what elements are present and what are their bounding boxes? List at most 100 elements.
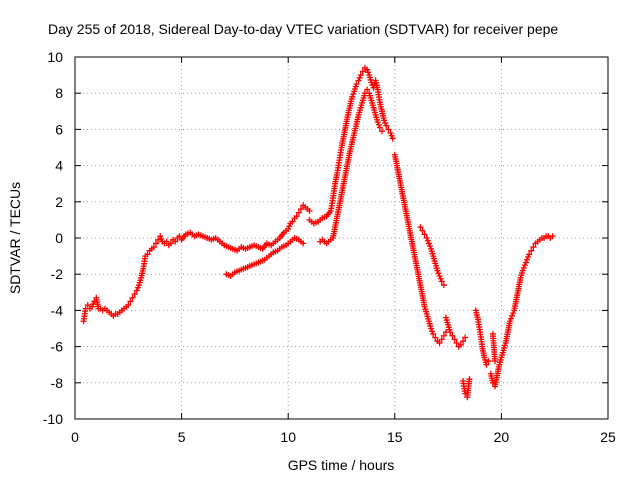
y-tick-label: -10 bbox=[43, 411, 63, 427]
data-point-marker bbox=[436, 339, 443, 346]
data-point-marker bbox=[437, 275, 444, 282]
data-point-marker bbox=[364, 86, 371, 93]
data-point-marker bbox=[451, 336, 458, 343]
data-point-marker bbox=[157, 233, 164, 240]
plot-frame bbox=[74, 56, 609, 420]
data-point-marker bbox=[306, 207, 313, 214]
data-point-marker bbox=[300, 240, 307, 247]
data-point-marker bbox=[163, 238, 170, 245]
data-point-marker bbox=[172, 238, 179, 245]
data-point-marker bbox=[432, 334, 439, 341]
data-point-marker bbox=[89, 303, 96, 310]
data-point-marker bbox=[447, 329, 454, 336]
data-point-marker bbox=[453, 339, 460, 346]
y-tick-label: 6 bbox=[55, 121, 63, 137]
data-point-marker bbox=[285, 225, 292, 232]
data-point-marker bbox=[381, 117, 388, 124]
data-point-marker bbox=[356, 74, 363, 81]
data-point-marker bbox=[526, 251, 533, 258]
data-point-marker bbox=[483, 361, 490, 368]
data-point-marker bbox=[134, 284, 141, 291]
data-point-marker bbox=[385, 126, 392, 133]
data-point-marker bbox=[150, 244, 157, 251]
data-point-marker bbox=[438, 278, 445, 285]
data-point-marker bbox=[530, 244, 537, 251]
data-point-marker bbox=[421, 231, 428, 238]
y-axis-label: SDTVAR / TECUs bbox=[7, 182, 23, 294]
data-point-marker bbox=[425, 240, 432, 247]
data-point-marker bbox=[153, 240, 160, 247]
data-point-marker bbox=[382, 120, 389, 127]
data-point-marker bbox=[466, 376, 473, 383]
data-point-marker bbox=[519, 267, 526, 274]
data-point-marker bbox=[457, 341, 464, 348]
data-point-marker bbox=[449, 332, 456, 339]
y-tick-label: -2 bbox=[51, 266, 64, 282]
data-point-marker bbox=[440, 332, 447, 339]
y-tick-label: 2 bbox=[55, 194, 63, 210]
x-tick-label: 10 bbox=[280, 429, 296, 445]
data-point-marker bbox=[522, 259, 529, 266]
y-tick-label: -4 bbox=[51, 302, 64, 318]
data-point-marker bbox=[438, 336, 445, 343]
y-tick-label: 8 bbox=[55, 85, 63, 101]
data-point-marker bbox=[521, 262, 528, 269]
data-point-marker bbox=[364, 66, 371, 73]
data-point-marker bbox=[528, 247, 535, 254]
data-point-marker bbox=[357, 72, 364, 79]
x-tick-label: 20 bbox=[494, 429, 510, 445]
data-point-marker bbox=[131, 291, 138, 298]
data-point-marker bbox=[350, 91, 357, 98]
axis-ticks: 0 5 10 15 20 25 -10 -8 -6 -4 -2 0 2 4 6 8 10 bbox=[43, 49, 616, 445]
data-point-marker bbox=[355, 77, 362, 84]
data-point-marker bbox=[158, 235, 165, 242]
data-point-marker bbox=[485, 358, 492, 365]
data-point-marker bbox=[460, 338, 467, 345]
data-point-marker bbox=[379, 128, 386, 135]
data-point-marker bbox=[293, 213, 300, 220]
y-tick-label: -8 bbox=[51, 375, 64, 391]
data-point-marker bbox=[295, 209, 302, 216]
data-point-marker bbox=[155, 236, 162, 243]
data-point-marker bbox=[376, 124, 383, 131]
data-point-marker bbox=[429, 328, 436, 335]
x-tick-label: 0 bbox=[71, 429, 79, 445]
data-point-marker bbox=[84, 301, 91, 308]
data-point-marker bbox=[523, 256, 530, 263]
data-point-marker bbox=[365, 69, 372, 76]
data-point-marker bbox=[549, 233, 556, 240]
data-point-marker bbox=[525, 254, 532, 261]
data-point-marker bbox=[417, 224, 424, 231]
data-point-marker bbox=[133, 287, 140, 294]
y-tick-label: 4 bbox=[55, 158, 63, 174]
data-point-marker bbox=[383, 122, 390, 129]
data-point-marker bbox=[387, 130, 394, 137]
x-axis-label: GPS time / hours bbox=[288, 457, 395, 473]
data-point-marker bbox=[353, 81, 360, 88]
data-point-marker bbox=[286, 223, 293, 230]
x-tick-label: 5 bbox=[178, 429, 186, 445]
data-point-marker bbox=[507, 315, 514, 322]
data-point-marker bbox=[349, 93, 356, 100]
y-tick-label: 10 bbox=[47, 49, 63, 65]
data-point-marker bbox=[125, 301, 132, 308]
x-tick-label: 25 bbox=[600, 429, 616, 445]
data-point-marker bbox=[375, 121, 382, 128]
data-point-marker bbox=[436, 273, 443, 280]
data-point-marker bbox=[144, 251, 151, 258]
data-point-marker bbox=[510, 310, 517, 317]
data-point-marker bbox=[435, 270, 442, 277]
data-point-marker bbox=[428, 325, 435, 332]
data-points bbox=[80, 64, 556, 401]
data-point-marker bbox=[127, 298, 134, 305]
data-point-marker bbox=[426, 243, 433, 250]
data-point-marker bbox=[434, 267, 441, 274]
data-point-marker bbox=[520, 264, 527, 271]
data-point-marker bbox=[374, 119, 381, 126]
data-point-marker bbox=[424, 237, 431, 244]
data-point-marker bbox=[440, 282, 447, 289]
data-point-marker bbox=[359, 68, 366, 75]
data-point-marker bbox=[506, 318, 513, 325]
x-tick-label: 15 bbox=[387, 429, 403, 445]
